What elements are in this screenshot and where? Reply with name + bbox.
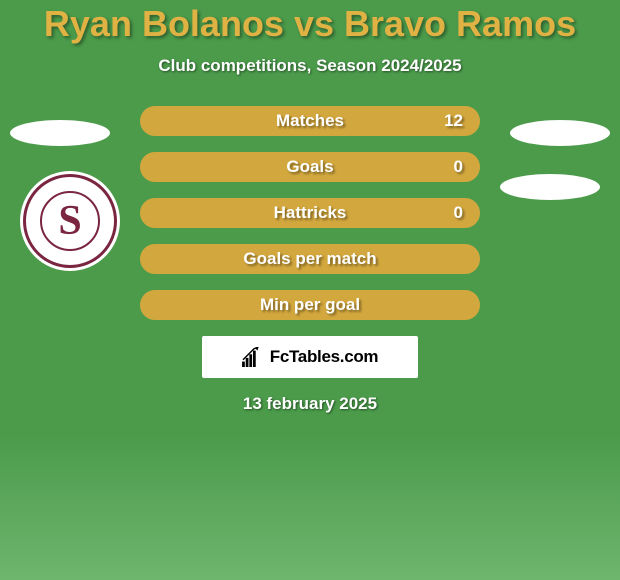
player-left-marker xyxy=(10,120,110,146)
stat-row: Min per goal xyxy=(140,290,480,320)
stat-value-right: 0 xyxy=(454,203,463,223)
stat-label: Goals per match xyxy=(243,249,376,269)
stat-label: Hattricks xyxy=(274,203,347,223)
stat-row: Hattricks 0 xyxy=(140,198,480,228)
club-badge-left: S xyxy=(20,171,120,271)
fctables-icon xyxy=(242,347,264,367)
player-right-marker xyxy=(510,120,610,146)
branding-banner[interactable]: FcTables.com xyxy=(202,336,418,378)
stat-label: Matches xyxy=(276,111,344,131)
stat-row: Goals 0 xyxy=(140,152,480,182)
content-area: S Matches 12 Goals 0 Hattricks 0 Goals per mat… xyxy=(0,106,620,414)
stat-row: Goals per match xyxy=(140,244,480,274)
branding-text: FcTables.com xyxy=(270,347,379,367)
player-right-marker-2 xyxy=(500,174,600,200)
badge-letter: S xyxy=(40,191,100,251)
stat-rows: Matches 12 Goals 0 Hattricks 0 Goals per match… xyxy=(140,106,480,320)
stat-row: Matches 12 xyxy=(140,106,480,136)
page-title: Ryan Bolanos vs Bravo Ramos xyxy=(0,0,620,44)
comparison-card: Ryan Bolanos vs Bravo Ramos Club competi… xyxy=(0,0,620,580)
date-label: 13 february 2025 xyxy=(0,394,620,414)
stat-value-right: 12 xyxy=(444,111,463,131)
stat-label: Goals xyxy=(286,157,333,177)
stat-label: Min per goal xyxy=(260,295,360,315)
stat-value-right: 0 xyxy=(454,157,463,177)
subtitle: Club competitions, Season 2024/2025 xyxy=(0,56,620,76)
